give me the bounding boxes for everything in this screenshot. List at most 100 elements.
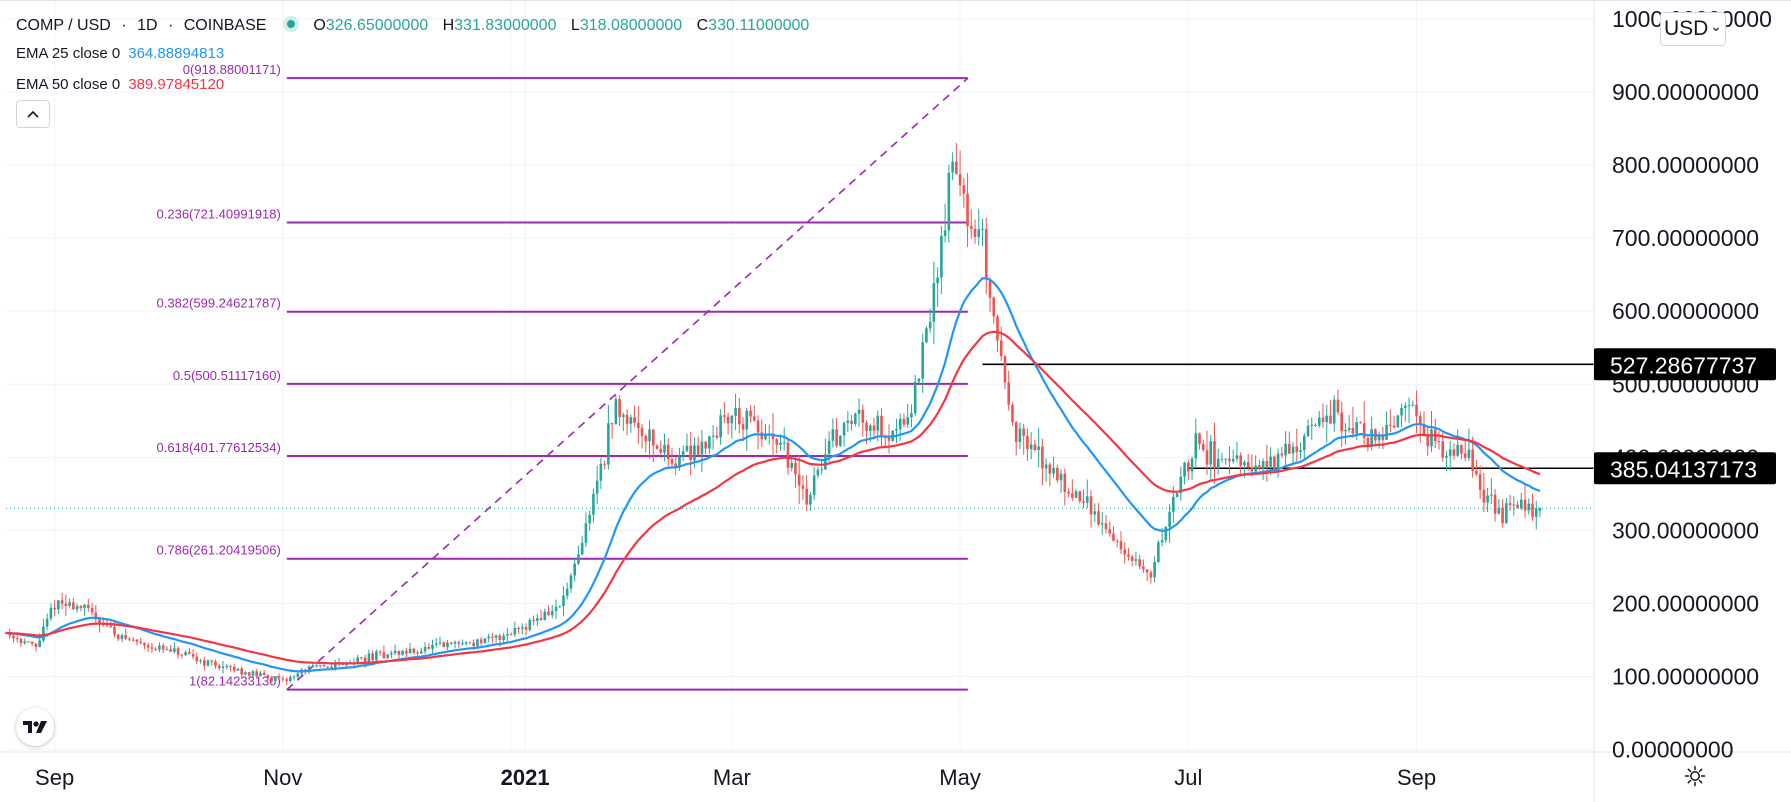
candle-body [1231, 458, 1235, 462]
ema50-legend[interactable]: EMA 50 close 0 389.97845120 [16, 76, 224, 93]
candle-body [412, 648, 416, 653]
candle-body [64, 603, 68, 606]
candle-body [244, 672, 247, 675]
candle-body [232, 666, 236, 671]
currency-button[interactable]: USD ⌄ [1660, 12, 1726, 46]
candle-body [401, 650, 404, 655]
candle-body [23, 641, 27, 644]
settings-button[interactable] [1683, 764, 1707, 788]
candle-body [1306, 425, 1310, 436]
candle-body [588, 514, 591, 524]
separator-dot: · [121, 17, 127, 34]
candle-body [87, 604, 90, 609]
candle-body [120, 635, 124, 640]
candle-body [1291, 446, 1295, 454]
candle-body [202, 660, 206, 666]
candle-body [57, 600, 60, 610]
candle-body [184, 652, 187, 656]
candle-body [1422, 424, 1426, 436]
candle-body [135, 639, 139, 642]
candle-body [487, 636, 490, 639]
candle-body [1299, 450, 1302, 453]
candle-body [932, 283, 936, 322]
candle-body [472, 642, 475, 646]
candle-body [738, 407, 741, 425]
ema25-legend[interactable]: EMA 25 close 0 364.88894813 [16, 45, 224, 62]
candle-body [592, 493, 595, 515]
candle-body [539, 618, 543, 621]
chevron-down-icon: ⌄ [1710, 17, 1723, 34]
candle-body [498, 635, 502, 640]
candle-body [943, 230, 947, 236]
candle-body [483, 638, 487, 643]
candle-body [992, 297, 996, 317]
high-value: 331.83000000 [454, 17, 557, 34]
x-tick-label: Mar [713, 765, 751, 790]
candle-body [1157, 542, 1160, 562]
fib-trend-line [286, 77, 969, 691]
candle-body [1093, 511, 1097, 515]
candle-body [577, 554, 580, 564]
candle-body [1037, 446, 1040, 450]
candle-body [266, 675, 270, 679]
x-tick-label: 2021 [501, 765, 550, 790]
candle-body [685, 445, 689, 452]
candle-body [637, 422, 640, 429]
candle-body [1280, 453, 1284, 456]
candle-body [1523, 499, 1527, 511]
candle-body [569, 575, 573, 589]
candle-body [1213, 441, 1216, 469]
candle-body [1033, 444, 1037, 450]
candle-body [771, 433, 775, 440]
candle-body [1138, 559, 1141, 567]
candle-body [461, 643, 464, 645]
candle-body [558, 606, 562, 608]
candle-body [378, 651, 382, 653]
candle-body [180, 654, 184, 656]
candle-body [431, 644, 434, 649]
candle-body [1074, 491, 1078, 498]
candle-body [94, 612, 98, 620]
candle-body [1460, 444, 1463, 454]
candle-body [730, 415, 734, 424]
candle-body [68, 602, 71, 606]
candle-body [509, 634, 513, 636]
candle-body [1059, 473, 1063, 481]
candle-body [1123, 549, 1126, 555]
candle-body [191, 653, 195, 657]
candle-body [554, 606, 558, 612]
y-tick-label: 700.00000000 [1612, 225, 1759, 251]
candle-body [809, 494, 812, 505]
candle-body [857, 409, 861, 414]
candle-body [453, 642, 457, 644]
candle-body [1497, 507, 1501, 514]
candle-body [1183, 462, 1186, 477]
candle-body [988, 279, 992, 298]
candle-body [610, 423, 614, 425]
candle-body [1205, 450, 1209, 465]
candle-body [60, 600, 64, 604]
candle-body [109, 625, 113, 628]
candle-body [1347, 428, 1351, 430]
candle-body [659, 448, 663, 453]
candle-body [565, 588, 569, 596]
tradingview-logo[interactable] [16, 708, 54, 746]
candle-body [83, 604, 86, 609]
candle-body [1100, 523, 1104, 525]
candle-body [846, 420, 850, 424]
candle-body [1362, 423, 1366, 439]
ema-lines [5, 277, 1541, 673]
x-tick-label: Sep [35, 765, 74, 790]
candle-body [584, 523, 588, 543]
collapse-legend-button[interactable] [16, 100, 50, 128]
price-tag-label: 385.04137173 [1610, 456, 1757, 482]
candle-body [640, 428, 644, 436]
ema25-value: 364.88894813 [128, 45, 225, 62]
symbol-legend: COMP / USD · 1D · COINBASE O326.65000000… [16, 16, 815, 35]
candle-body [625, 414, 629, 424]
candle-body [229, 665, 232, 667]
candle-body [1452, 449, 1456, 456]
candle-body [1160, 540, 1164, 543]
